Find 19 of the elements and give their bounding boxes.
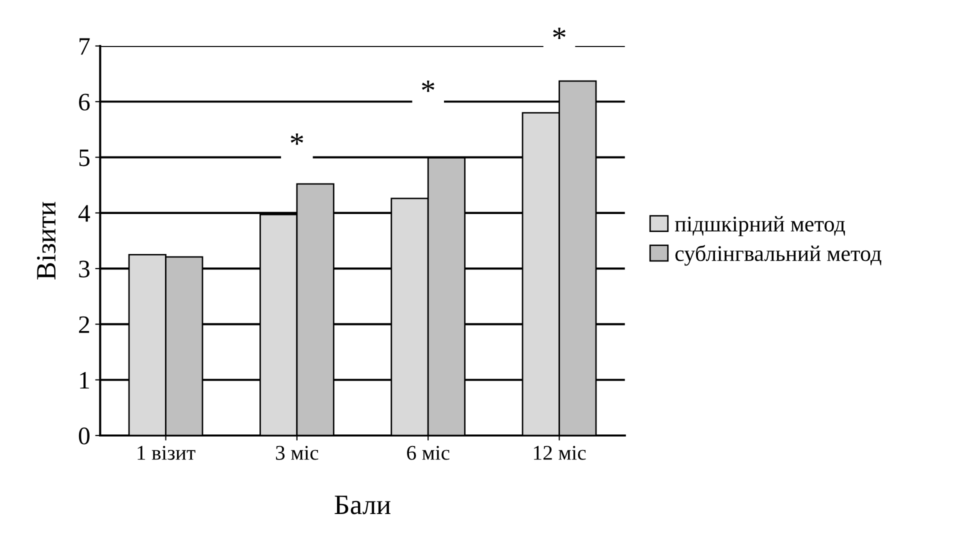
y-tick-label: 3	[79, 260, 90, 278]
annotation: *	[422, 80, 434, 92]
y-tick-label: 4	[78, 205, 90, 222]
y-tick-label: 1	[80, 372, 89, 389]
y-tick-label: 5	[79, 150, 90, 166]
y-tick-label: 2	[79, 316, 90, 333]
legend-label: підшкірний метод	[674, 216, 845, 236]
y-tick-label: 6	[79, 94, 90, 111]
y-tick-label: 0	[78, 428, 90, 444]
y-tick-label: 7	[80, 38, 90, 55]
x-tick-label: 3 міс	[276, 446, 318, 460]
y-axis-title: Візити	[36, 202, 56, 280]
x-axis-title: Бали	[334, 496, 390, 514]
legend-label: сублінгвальний метод	[675, 244, 882, 266]
text: *	[553, 28, 566, 39]
x-tick-label: 6 міс	[407, 446, 450, 460]
annotation: *	[290, 133, 304, 145]
x-tick-label: 12 міс	[534, 446, 586, 460]
x-tick-label: 1 візит	[138, 446, 196, 460]
